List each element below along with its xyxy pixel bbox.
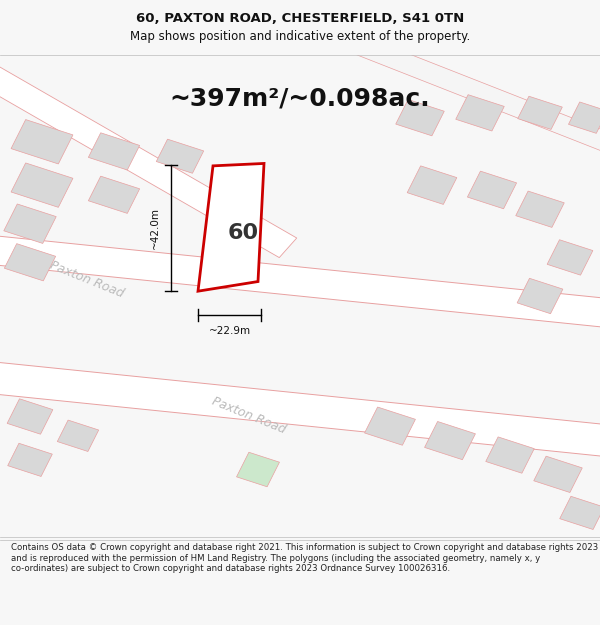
Polygon shape bbox=[157, 139, 203, 173]
Polygon shape bbox=[58, 420, 98, 451]
Text: 60, PAXTON ROAD, CHESTERFIELD, S41 0TN: 60, PAXTON ROAD, CHESTERFIELD, S41 0TN bbox=[136, 12, 464, 25]
Polygon shape bbox=[396, 99, 444, 136]
Polygon shape bbox=[0, 55, 297, 258]
Text: Contains OS data © Crown copyright and database right 2021. This information is : Contains OS data © Crown copyright and d… bbox=[11, 543, 598, 573]
Polygon shape bbox=[7, 399, 53, 434]
Text: ~22.9m: ~22.9m bbox=[208, 326, 251, 336]
Polygon shape bbox=[407, 166, 457, 204]
Text: Map shows position and indicative extent of the property.: Map shows position and indicative extent… bbox=[130, 30, 470, 43]
Polygon shape bbox=[4, 244, 56, 281]
Text: ~42.0m: ~42.0m bbox=[150, 207, 160, 249]
Polygon shape bbox=[11, 163, 73, 208]
Polygon shape bbox=[518, 96, 562, 129]
Polygon shape bbox=[517, 278, 563, 314]
Polygon shape bbox=[355, 37, 600, 160]
Polygon shape bbox=[8, 443, 52, 476]
Polygon shape bbox=[456, 94, 504, 131]
Polygon shape bbox=[560, 496, 600, 529]
Polygon shape bbox=[4, 204, 56, 243]
Polygon shape bbox=[425, 421, 475, 460]
Polygon shape bbox=[88, 176, 140, 213]
Polygon shape bbox=[486, 437, 534, 473]
Polygon shape bbox=[365, 407, 415, 445]
Text: 60: 60 bbox=[227, 223, 259, 243]
Polygon shape bbox=[0, 234, 600, 329]
Polygon shape bbox=[467, 171, 517, 209]
Text: Paxton Road: Paxton Road bbox=[48, 258, 126, 300]
Polygon shape bbox=[236, 452, 280, 487]
Polygon shape bbox=[534, 456, 582, 493]
Polygon shape bbox=[516, 191, 564, 228]
Polygon shape bbox=[88, 132, 140, 170]
Polygon shape bbox=[547, 240, 593, 275]
Polygon shape bbox=[198, 164, 264, 291]
Text: ~397m²/~0.098ac.: ~397m²/~0.098ac. bbox=[170, 86, 430, 111]
Polygon shape bbox=[11, 119, 73, 164]
Polygon shape bbox=[568, 102, 600, 133]
Polygon shape bbox=[0, 360, 600, 459]
Text: Paxton Road: Paxton Road bbox=[210, 395, 288, 436]
